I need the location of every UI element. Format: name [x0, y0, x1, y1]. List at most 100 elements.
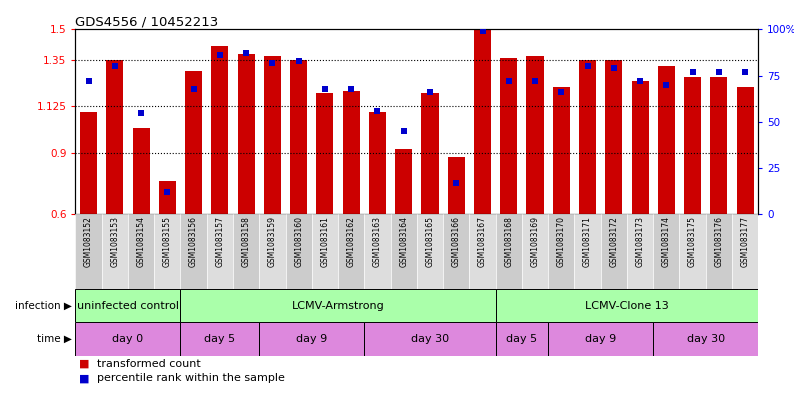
Bar — [448, 157, 464, 214]
Point — [83, 78, 95, 84]
Bar — [601, 214, 627, 289]
Bar — [75, 289, 180, 322]
Point — [738, 69, 751, 75]
Bar — [443, 214, 469, 289]
Text: GSM1083158: GSM1083158 — [241, 217, 251, 267]
Bar — [627, 214, 653, 289]
Bar — [290, 60, 307, 214]
Bar — [180, 322, 260, 356]
Text: GSM1083173: GSM1083173 — [635, 217, 645, 267]
Text: day 5: day 5 — [507, 334, 538, 344]
Text: time ▶: time ▶ — [37, 334, 71, 344]
Text: infection ▶: infection ▶ — [14, 301, 71, 310]
Bar — [653, 322, 758, 356]
Bar — [522, 214, 548, 289]
Text: LCMV-Clone 13: LCMV-Clone 13 — [585, 301, 669, 310]
Bar — [154, 214, 180, 289]
Point — [607, 65, 620, 72]
Text: GSM1083161: GSM1083161 — [321, 217, 330, 267]
Bar — [180, 289, 495, 322]
Bar — [553, 87, 570, 214]
Point — [397, 128, 410, 134]
Bar — [737, 87, 754, 214]
Text: GSM1083177: GSM1083177 — [741, 217, 750, 267]
Bar — [106, 60, 123, 214]
Bar — [180, 214, 206, 289]
Text: GSM1083170: GSM1083170 — [557, 217, 566, 267]
Text: GSM1083165: GSM1083165 — [426, 217, 434, 267]
Bar — [605, 60, 622, 214]
Bar — [75, 322, 180, 356]
Point — [529, 78, 542, 84]
Bar — [711, 77, 727, 214]
Bar — [653, 214, 680, 289]
Bar — [684, 77, 701, 214]
Bar — [364, 322, 495, 356]
Text: GSM1083155: GSM1083155 — [163, 217, 172, 267]
Point — [555, 89, 568, 95]
Bar — [233, 214, 260, 289]
Bar — [657, 66, 675, 214]
Point — [503, 78, 515, 84]
Text: percentile rank within the sample: percentile rank within the sample — [97, 373, 285, 384]
Point — [424, 89, 437, 95]
Point — [135, 109, 148, 116]
Bar — [343, 91, 360, 214]
Text: GSM1083176: GSM1083176 — [715, 217, 723, 267]
Bar — [211, 46, 229, 214]
Bar — [237, 54, 255, 214]
Bar — [102, 214, 128, 289]
Bar — [548, 214, 574, 289]
Bar — [395, 149, 412, 214]
Point — [345, 85, 357, 92]
Text: ■: ■ — [79, 358, 90, 369]
Text: GSM1083168: GSM1083168 — [504, 217, 513, 267]
Point — [292, 58, 305, 64]
Text: GSM1083164: GSM1083164 — [399, 217, 408, 267]
Point — [187, 85, 200, 92]
Text: GDS4556 / 10452213: GDS4556 / 10452213 — [75, 15, 218, 28]
Bar — [706, 214, 732, 289]
Text: day 5: day 5 — [204, 334, 236, 344]
Text: day 0: day 0 — [113, 334, 144, 344]
Text: GSM1083152: GSM1083152 — [84, 217, 93, 267]
Point — [240, 50, 252, 57]
Bar — [495, 289, 758, 322]
Bar — [391, 214, 417, 289]
Bar — [206, 214, 233, 289]
Point — [450, 180, 463, 186]
Text: GSM1083167: GSM1083167 — [478, 217, 487, 267]
Text: GSM1083153: GSM1083153 — [110, 217, 119, 267]
Text: GSM1083175: GSM1083175 — [688, 217, 697, 267]
Point — [660, 82, 673, 88]
Bar — [364, 214, 391, 289]
Bar — [631, 81, 649, 214]
Bar — [75, 214, 102, 289]
Bar — [495, 214, 522, 289]
Point — [634, 78, 646, 84]
Bar — [474, 29, 491, 214]
Point — [266, 60, 279, 66]
Bar — [260, 214, 286, 289]
Text: GSM1083159: GSM1083159 — [268, 217, 277, 267]
Bar — [548, 322, 653, 356]
Text: GSM1083154: GSM1083154 — [137, 217, 145, 267]
Text: GSM1083172: GSM1083172 — [609, 217, 619, 267]
Bar — [732, 214, 758, 289]
Text: day 9: day 9 — [296, 334, 327, 344]
Bar — [417, 214, 443, 289]
Bar — [185, 70, 202, 214]
Bar — [422, 93, 438, 214]
Point — [109, 63, 121, 70]
Point — [318, 85, 331, 92]
Bar — [495, 322, 548, 356]
Text: GSM1083169: GSM1083169 — [530, 217, 540, 267]
Bar — [369, 112, 386, 214]
Point — [476, 28, 489, 35]
Bar — [500, 58, 518, 214]
Bar — [574, 214, 601, 289]
Text: day 30: day 30 — [411, 334, 449, 344]
Text: GSM1083156: GSM1083156 — [189, 217, 198, 267]
Point — [581, 63, 594, 70]
Text: day 9: day 9 — [585, 334, 616, 344]
